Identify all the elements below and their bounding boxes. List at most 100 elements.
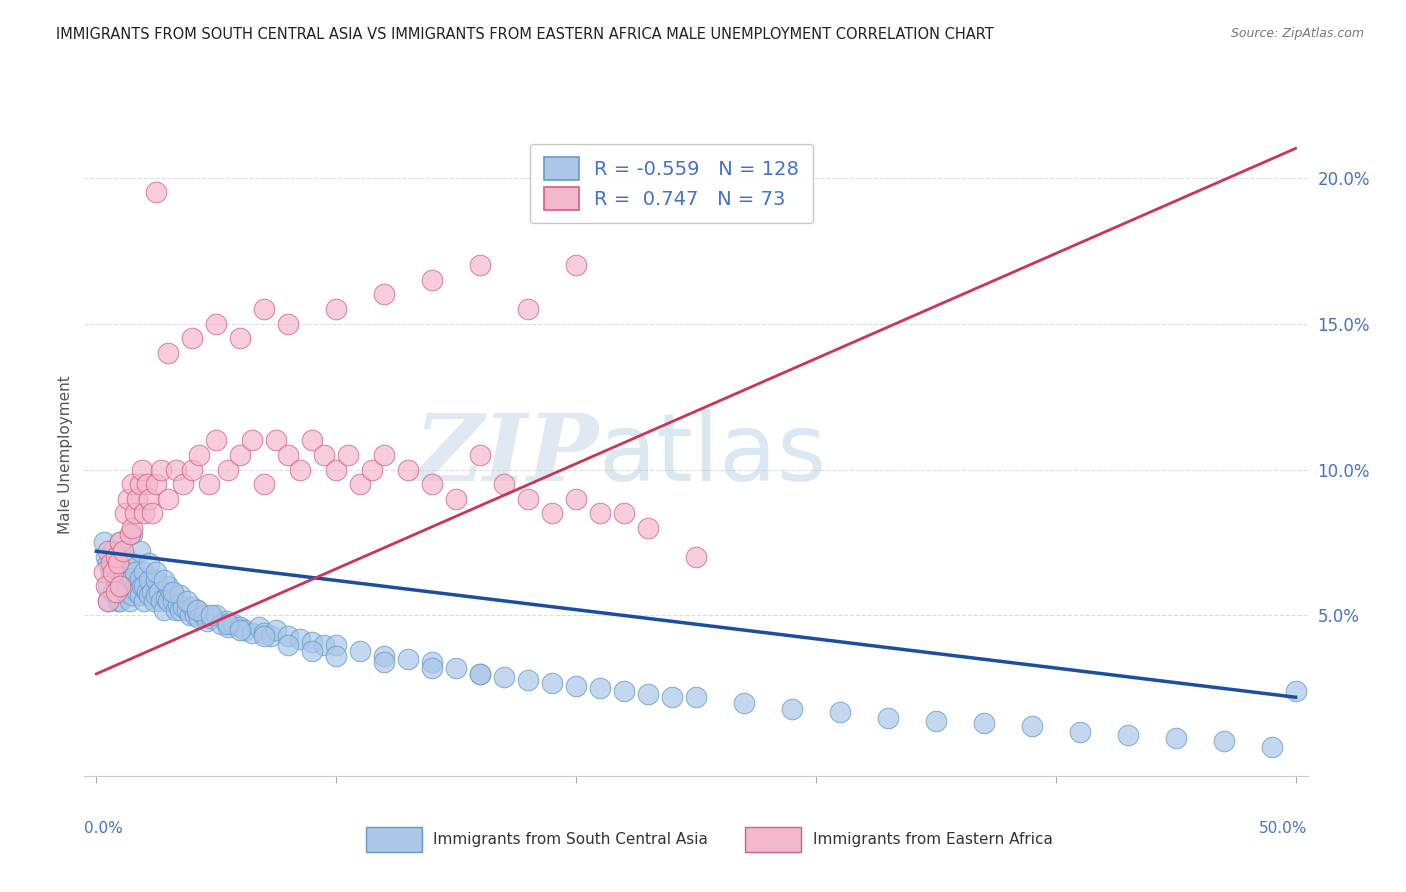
Point <box>373 655 395 669</box>
Point <box>565 258 588 272</box>
Point <box>145 588 167 602</box>
Point <box>150 594 173 608</box>
Text: Immigrants from South Central Asia: Immigrants from South Central Asia <box>433 832 709 847</box>
Point <box>162 594 184 608</box>
Point <box>167 597 190 611</box>
Point <box>101 585 124 599</box>
Point <box>565 679 588 693</box>
Point <box>264 434 287 448</box>
Point <box>249 620 271 634</box>
Point <box>193 608 215 623</box>
Point <box>188 611 211 625</box>
Point <box>97 594 120 608</box>
Point <box>100 565 122 579</box>
Point <box>253 629 276 643</box>
Point <box>637 521 659 535</box>
Point <box>325 649 347 664</box>
Point <box>93 535 115 549</box>
Point <box>301 434 323 448</box>
Point <box>118 574 141 588</box>
Point <box>195 615 218 629</box>
Point <box>217 462 239 476</box>
Point <box>876 711 898 725</box>
Point <box>121 588 143 602</box>
Point <box>468 666 491 681</box>
Point <box>110 579 132 593</box>
Point <box>145 565 167 579</box>
Point <box>128 544 150 558</box>
Point <box>349 643 371 657</box>
Point <box>301 634 323 648</box>
Point <box>277 317 299 331</box>
Point <box>101 544 124 558</box>
Point <box>188 448 211 462</box>
Point <box>94 550 117 565</box>
Point <box>314 448 336 462</box>
Point <box>200 611 222 625</box>
Point <box>301 643 323 657</box>
Point <box>314 638 336 652</box>
Point <box>94 579 117 593</box>
Point <box>141 506 163 520</box>
Point <box>104 574 127 588</box>
Point <box>148 585 170 599</box>
Point <box>468 666 491 681</box>
Point <box>396 652 419 666</box>
Point <box>104 550 127 565</box>
Point <box>541 675 564 690</box>
Point <box>150 462 173 476</box>
Point <box>138 574 160 588</box>
Point <box>117 491 139 506</box>
Text: IMMIGRANTS FROM SOUTH CENTRAL ASIA VS IMMIGRANTS FROM EASTERN AFRICA MALE UNEMPL: IMMIGRANTS FROM SOUTH CENTRAL ASIA VS IM… <box>56 27 994 42</box>
Point <box>420 661 443 675</box>
Point <box>444 661 467 675</box>
Point <box>111 570 134 584</box>
Point <box>145 185 167 199</box>
Point <box>118 594 141 608</box>
Point <box>121 477 143 491</box>
Point <box>157 491 180 506</box>
Point <box>589 681 612 696</box>
Point <box>1164 731 1187 745</box>
Point <box>131 579 153 593</box>
Point <box>565 491 588 506</box>
Point <box>325 638 347 652</box>
Point <box>131 462 153 476</box>
Point <box>494 670 516 684</box>
Point <box>179 608 201 623</box>
Point <box>157 579 180 593</box>
Point <box>97 556 120 570</box>
Point <box>134 565 156 579</box>
Point <box>138 491 160 506</box>
Point <box>114 550 136 565</box>
Point <box>253 301 276 316</box>
Point <box>142 594 165 608</box>
Y-axis label: Male Unemployment: Male Unemployment <box>58 376 73 534</box>
Point <box>1284 684 1306 698</box>
Point <box>209 617 232 632</box>
Point <box>97 594 120 608</box>
Point <box>240 434 263 448</box>
Point <box>1021 719 1043 733</box>
Point <box>157 594 180 608</box>
Point <box>181 462 204 476</box>
Point <box>828 705 851 719</box>
Point <box>114 585 136 599</box>
Text: atlas: atlas <box>598 409 827 501</box>
Point <box>229 623 252 637</box>
Point <box>118 526 141 541</box>
Point <box>157 345 180 359</box>
Point <box>1069 725 1091 739</box>
Point <box>420 655 443 669</box>
Text: Immigrants from Eastern Africa: Immigrants from Eastern Africa <box>813 832 1053 847</box>
Point <box>107 556 129 570</box>
Point <box>205 608 228 623</box>
Point <box>97 544 120 558</box>
Text: 0.0%: 0.0% <box>84 821 124 836</box>
Point <box>205 434 228 448</box>
Point <box>121 521 143 535</box>
Point <box>111 544 134 558</box>
Point <box>277 448 299 462</box>
Point <box>637 687 659 701</box>
Point <box>925 714 948 728</box>
